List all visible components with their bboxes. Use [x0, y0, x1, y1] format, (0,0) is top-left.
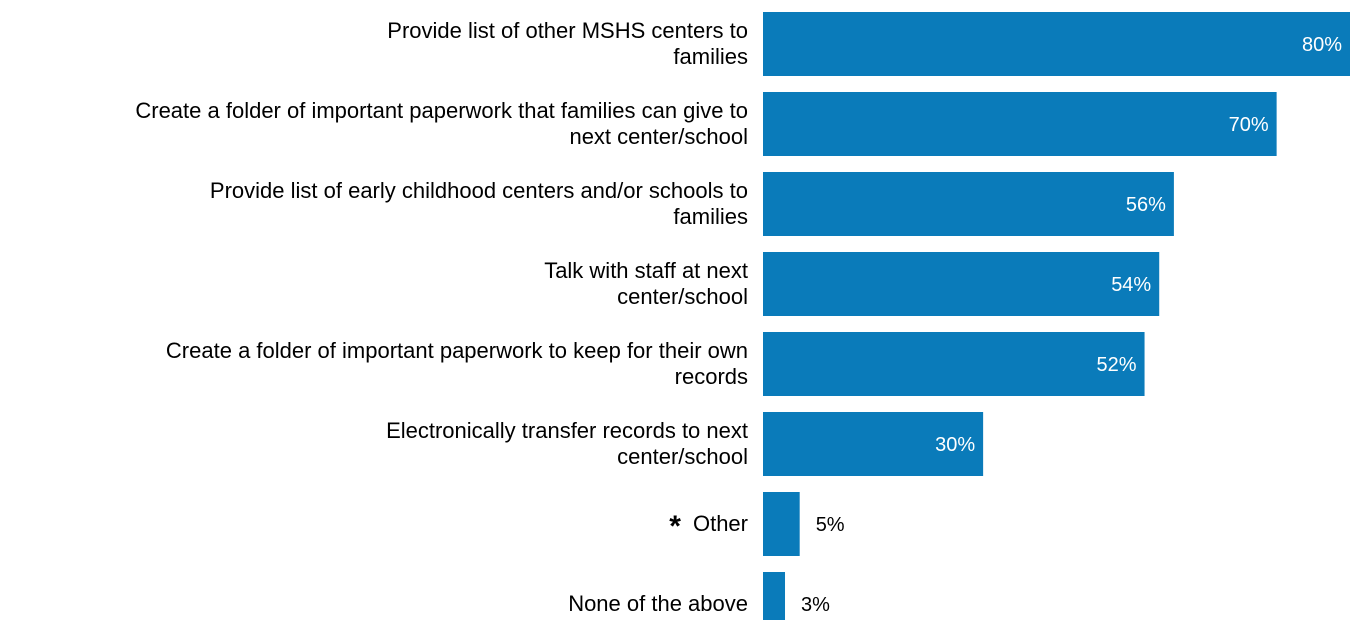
category-label-text: records: [674, 364, 748, 389]
data-label-1: 70%: [1229, 114, 1269, 136]
category-label-text: next center/school: [569, 124, 748, 149]
asterisk-annotation: *: [669, 510, 681, 543]
data-label-0: 80%: [1302, 34, 1342, 56]
bar-2: [763, 172, 1174, 236]
data-label-3: 54%: [1111, 274, 1151, 296]
category-label-text: Create a folder of important paperwork t…: [165, 338, 748, 363]
category-label-line: records: [675, 364, 748, 390]
category-label-text: None of the above: [568, 591, 748, 616]
data-label-7: 3%: [801, 594, 830, 616]
data-label-4: 52%: [1097, 354, 1137, 376]
category-label-line: Provide list of other MSHS centers to: [387, 18, 748, 44]
category-label-line: Create a folder of important paperwork t…: [135, 98, 748, 124]
bar-1: [763, 92, 1277, 156]
bar-6: [763, 492, 800, 556]
category-label-text: Provide list of other MSHS centers to: [387, 18, 748, 43]
category-label-line: families: [673, 44, 748, 70]
category-label-line: Create a folder of important paperwork t…: [166, 338, 748, 364]
category-label-line: families: [673, 204, 748, 230]
category-label-line: Talk with staff at next: [544, 258, 748, 284]
category-label-text: Create a folder of important paperwork t…: [135, 98, 748, 123]
data-label-6: 5%: [816, 514, 845, 536]
category-label-line: center/school: [617, 444, 748, 470]
category-label-text: families: [673, 44, 748, 69]
category-label-line: next center/school: [569, 124, 748, 150]
category-label-line: center/school: [617, 284, 748, 310]
category-label-text: center/school: [617, 444, 748, 469]
category-label-text: Provide list of early childhood centers …: [209, 178, 748, 203]
bar-5: [763, 412, 984, 476]
category-label-5: Electronically transfer records to next c…: [0, 412, 748, 476]
category-label-1: Create a folder of important paperwork t…: [0, 92, 748, 156]
category-label-0: Provide list of other MSHS centers to fam…: [0, 12, 748, 76]
category-label-line: * Other: [669, 510, 748, 543]
horizontal-bar-chart: 80% 70% 56% 54% 52% 30% 5% 3% Provide list of o…: [0, 12, 1350, 620]
category-label-text: Talk with staff at next: [544, 258, 748, 283]
bar-3: [763, 252, 1160, 316]
category-label-4: Create a folder of important paperwork t…: [0, 332, 748, 396]
bars-layer: 80% 70% 56% 54% 52% 30% 5% 3%: [763, 12, 1350, 620]
category-label-text: center/school: [617, 284, 748, 309]
bar-7: [763, 572, 786, 620]
category-label-3: Talk with staff at next center/school: [0, 252, 748, 316]
data-label-5: 30%: [935, 434, 975, 456]
bar-0: [763, 12, 1350, 76]
bar-4: [763, 332, 1145, 396]
data-label-2: 56%: [1126, 194, 1166, 216]
category-label-7: None of the above: [0, 572, 748, 636]
category-label-line: Provide list of early childhood centers …: [210, 178, 748, 204]
category-label-2: Provide list of early childhood centers …: [0, 172, 748, 236]
category-label-line: Electronically transfer records to next: [386, 418, 748, 444]
category-label-line: None of the above: [568, 591, 748, 617]
category-label-text: Other: [692, 511, 748, 536]
category-label-text: Electronically transfer records to next: [386, 418, 748, 443]
category-label-6: * Other: [0, 492, 748, 556]
category-label-text: families: [673, 204, 748, 229]
